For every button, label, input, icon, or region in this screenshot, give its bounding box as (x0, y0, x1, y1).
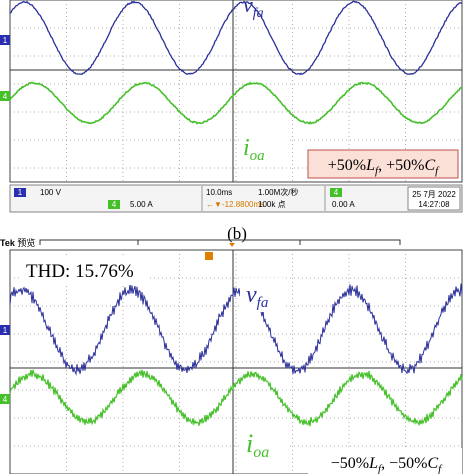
caption: (b) (227, 224, 247, 243)
label-bg (240, 278, 284, 312)
ch-scale: 5.00 A (130, 200, 153, 209)
condition-label: −50%Lf, −50%Cf (331, 455, 443, 474)
condition-sub: f (375, 165, 380, 177)
delay: ←▼-12.8800ms (206, 200, 264, 209)
label-main: i (243, 135, 250, 161)
brand-name: Tek (0, 238, 16, 248)
brand: Tek 预览 (0, 237, 35, 248)
condition-part: +50% (328, 157, 366, 174)
label-sub: oa (250, 148, 265, 164)
channel-marker (0, 35, 10, 45)
sample-rate: 1.00M次/秒 (258, 187, 298, 197)
condition-box (307, 149, 459, 179)
label-bg (240, 128, 290, 164)
label-sub: oa (253, 444, 269, 461)
channel-marker (0, 325, 10, 335)
condition-part: −50% (331, 455, 369, 472)
condition-label: +50%Lf, +50%Cf (328, 157, 440, 177)
label-main: v (246, 282, 257, 308)
condition-sub: f (378, 463, 383, 474)
condition-sub: f (435, 165, 440, 177)
bottom-scope: Tek 预览 1 4 THD: 15.76% vfa ioa −50%Lf, −… (0, 237, 463, 474)
voltage-trace (9, 283, 463, 376)
channel-marker-label: 1 (3, 326, 8, 335)
date: 25 7月 2022 (412, 190, 456, 199)
label-main: i (246, 429, 253, 458)
record-length: 100k 点 (258, 200, 286, 209)
channel-marker-label: 4 (3, 395, 8, 404)
thd-label: THD: 15.76% (26, 261, 134, 282)
current-label: ioa (243, 135, 265, 164)
record-bar (39, 239, 401, 245)
label-sub: fa (253, 6, 264, 21)
ch-badge-label: 4 (334, 188, 339, 197)
ch-badge (330, 188, 342, 197)
voltage-trace (9, 0, 463, 76)
label-main: v (243, 0, 253, 17)
mode: 预览 (17, 237, 35, 248)
condition-sub: f (438, 463, 443, 474)
channel-marker (0, 91, 10, 101)
status-frame (9, 184, 463, 213)
condition-part: C (424, 157, 435, 174)
ch-badge-label: 4 (112, 200, 117, 209)
top-scope: 1 4 vfa ioa +50%Lf, +50%Cf (0, 0, 463, 183)
channel-marker-label: 1 (3, 36, 8, 45)
trigger-level: 0.00 A (332, 200, 355, 209)
condition-part: L (365, 157, 375, 174)
trigger-pos (205, 252, 213, 260)
condition-part: , −50% (381, 455, 427, 472)
ch-badge-label: 1 (18, 188, 23, 197)
ch-scale: 100 V (40, 188, 62, 197)
label-sub: fa (257, 295, 269, 311)
condition-box (308, 448, 462, 474)
current-trace (9, 369, 463, 427)
condition-part: L (368, 455, 378, 472)
trigger-marker (229, 243, 235, 247)
channel-marker (0, 394, 10, 404)
ch-badge (14, 188, 26, 197)
condition-part: C (427, 455, 438, 472)
status-bar: 1 100 V 4 5.00 A 10.0ms ←▼-12.8800ms 1.0… (9, 184, 463, 213)
voltage-label: vfa (246, 282, 268, 311)
time: 14:27:08 (418, 200, 450, 209)
ch-badge (108, 200, 120, 209)
label-bg (240, 424, 288, 464)
current-label: ioa (246, 429, 269, 461)
timebase: 10.0ms (206, 188, 232, 197)
date-box (407, 186, 461, 211)
condition-part: , +50% (378, 157, 424, 174)
thd-box (20, 255, 150, 285)
voltage-label: vfa (243, 0, 264, 21)
channel-marker-label: 4 (3, 92, 8, 101)
current-trace (9, 81, 463, 125)
